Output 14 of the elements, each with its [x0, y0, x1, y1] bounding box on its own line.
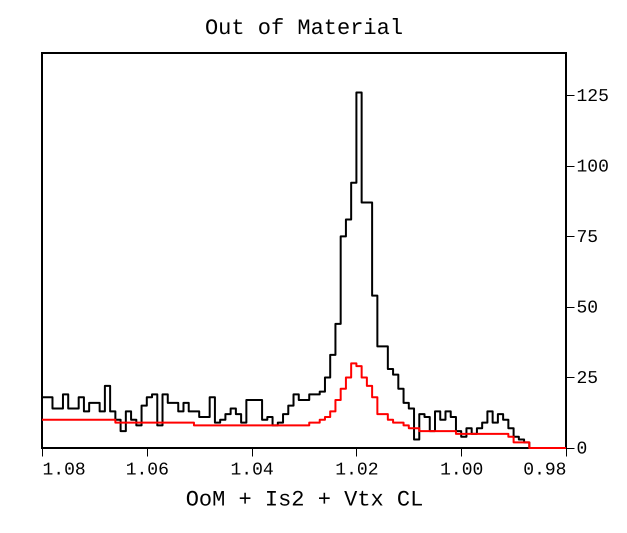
- x-tick-label: 1.08: [42, 460, 86, 480]
- y-tick-label: 100: [576, 157, 609, 178]
- y-tick-label: 50: [576, 298, 598, 318]
- y-tick-label: 75: [576, 228, 598, 248]
- x-tick-label: 1.06: [126, 460, 169, 480]
- x-tick-label: 1.02: [335, 460, 379, 480]
- x-tick-label: 1.04: [230, 460, 274, 480]
- y-tick-label: 25: [576, 368, 598, 389]
- chart-title: Out of Material: [204, 16, 404, 41]
- x-axis-title: OoM + Is2 + Vtx CL: [186, 488, 424, 512]
- x-tick-label: 1.00: [440, 460, 484, 480]
- y-tick-label: 125: [576, 86, 609, 107]
- y-tick-label: 0: [576, 440, 588, 460]
- x-tick-label: 0.98: [523, 460, 566, 480]
